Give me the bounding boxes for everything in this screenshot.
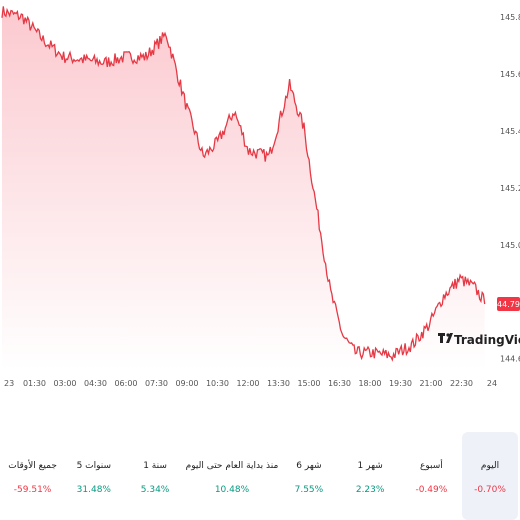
period-change-value: 31.48%	[76, 485, 111, 495]
period-label: منذ بداية العام حتى اليوم	[185, 461, 279, 471]
period-6[interactable]: 5 سنوات 31.48%	[63, 432, 124, 520]
x-tick-label: 07:30	[145, 379, 168, 388]
period-label: جميع الأوقات	[8, 461, 57, 471]
period-label: اليوم	[480, 461, 500, 471]
period-label: أسبوع	[419, 461, 443, 471]
performance-periods: اليوم ‎-0.70% أسبوع ‎-0.49% 1 شهر 2.23% 6 شهر 7…	[0, 432, 520, 520]
period-change-value: 7.55%	[294, 485, 324, 495]
tradingview-logo-icon	[438, 333, 453, 343]
period-label: 1 سنة	[143, 461, 167, 471]
y-axis: 145.800145.600145.400145.200145.000144.8…	[500, 13, 520, 364]
x-tick-label: 21:00	[419, 379, 442, 388]
x-tick-label: 09:00	[175, 379, 198, 388]
x-tick-label: 03:00	[53, 379, 76, 388]
x-tick-label: 23	[4, 379, 14, 388]
x-tick-label: 16:30	[328, 379, 351, 388]
y-tick-label: 145.200	[500, 184, 520, 193]
x-tick-label: 06:00	[114, 379, 137, 388]
x-tick-label: 01:30	[23, 379, 46, 388]
period-0[interactable]: اليوم ‎-0.70%	[462, 432, 518, 520]
tradingview-logo-text: TradingView	[454, 333, 520, 347]
period-change-value: 10.48%	[214, 485, 250, 495]
y-tick-label: 145.000	[500, 241, 520, 250]
y-tick-label: 145.800	[500, 13, 520, 22]
x-axis: 23 01:30 03:00 04:30 06:00 07:30 09:00 10:30 12:…	[4, 379, 497, 388]
x-tick-label: 24	[487, 379, 497, 388]
period-label: 1 شهر	[357, 461, 383, 471]
period-1[interactable]: أسبوع ‎-0.49%	[401, 432, 462, 520]
period-2[interactable]: 1 شهر 2.23%	[340, 432, 401, 520]
y-tick-label: 145.600	[500, 70, 520, 79]
x-tick-label: 19:30	[389, 379, 412, 388]
period-5[interactable]: 1 سنة 5.34%	[124, 432, 185, 520]
period-change-value: ‎-59.51%	[13, 485, 52, 495]
period-4[interactable]: منذ بداية العام حتى اليوم 10.48%	[186, 432, 279, 520]
period-change-value: 2.23%	[355, 485, 385, 495]
period-change-value: ‎-0.70%	[474, 485, 506, 495]
y-tick-label: 145.400	[500, 127, 520, 136]
price-area-fill	[2, 6, 485, 371]
period-7[interactable]: جميع الأوقات ‎-59.51%	[2, 432, 63, 520]
x-tick-label: 13:30	[267, 379, 290, 388]
x-tick-label: 18:00	[358, 379, 381, 388]
x-tick-label: 10:30	[206, 379, 229, 388]
x-tick-label: 12:00	[236, 379, 259, 388]
period-3[interactable]: 6 شهر 7.55%	[278, 432, 339, 520]
price-chart[interactable]: 145.800145.600145.400145.200145.000144.8…	[0, 0, 520, 400]
period-label: 6 شهر	[296, 461, 322, 471]
tradingview-logo: TradingView	[438, 333, 520, 347]
price-tag: 144.792	[492, 297, 520, 311]
price-tag-label: 144.792	[492, 300, 520, 309]
period-change-value: ‎-0.49%	[415, 485, 448, 495]
period-change-value: 5.34%	[140, 485, 170, 495]
price-line	[1, 6, 486, 362]
x-tick-label: 15:00	[297, 379, 320, 388]
x-tick-label: 22:30	[450, 379, 473, 388]
y-tick-label: 144.600	[500, 355, 520, 364]
period-label: 5 سنوات	[76, 461, 112, 471]
x-tick-label: 04:30	[84, 379, 107, 388]
